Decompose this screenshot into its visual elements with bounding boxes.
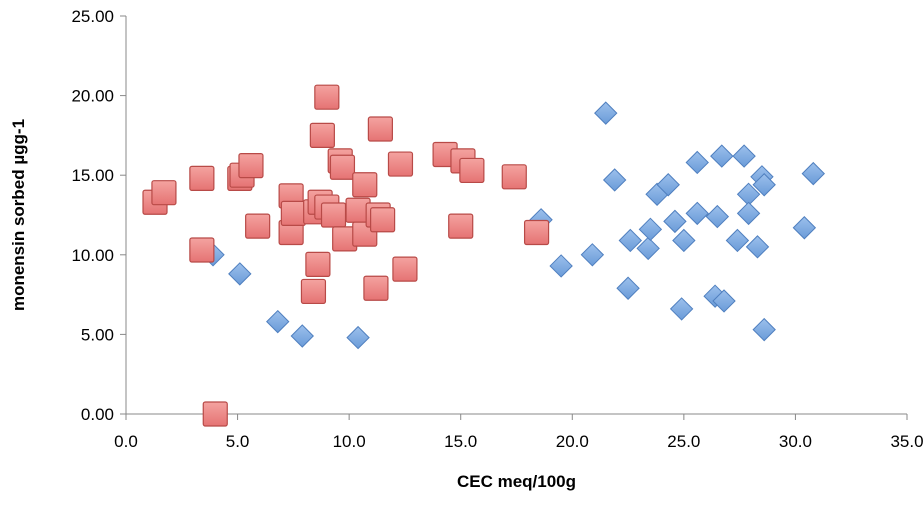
y-tick-label: 5.00 bbox=[81, 325, 114, 344]
data-point-square bbox=[151, 180, 177, 206]
data-point-square bbox=[238, 153, 264, 179]
data-point-diamond bbox=[725, 228, 750, 253]
data-point-square bbox=[300, 278, 327, 305]
y-tick-label: 10.00 bbox=[71, 246, 114, 265]
data-point-square bbox=[523, 219, 550, 246]
data-point-square bbox=[352, 172, 378, 198]
data-point-square bbox=[363, 275, 389, 301]
x-tick-label: 35.0 bbox=[890, 432, 923, 451]
data-point-diamond bbox=[752, 173, 776, 197]
y-axis-title: monensin sorbed µgg-1 bbox=[9, 119, 28, 311]
y-tick-label: 0.00 bbox=[81, 405, 114, 424]
x-tick-label: 15.0 bbox=[444, 432, 477, 451]
data-point-square bbox=[309, 122, 335, 149]
data-point-square bbox=[320, 202, 347, 228]
x-tick-label: 30.0 bbox=[779, 432, 812, 451]
data-point-square bbox=[448, 213, 474, 239]
data-point-diamond bbox=[636, 236, 660, 261]
data-point-square bbox=[387, 151, 414, 177]
x-tick-label: 10.0 bbox=[333, 432, 366, 451]
data-point-diamond bbox=[346, 325, 370, 350]
data-point-diamond bbox=[228, 262, 252, 286]
data-point-diamond bbox=[710, 144, 734, 168]
data-point-diamond bbox=[712, 289, 736, 313]
x-tick-label: 20.0 bbox=[556, 432, 589, 451]
data-point-diamond bbox=[290, 324, 314, 348]
x-tick-label: 5.0 bbox=[226, 432, 250, 451]
data-point-square bbox=[367, 116, 393, 142]
data-point-diamond bbox=[656, 173, 680, 197]
data-point-square bbox=[370, 207, 396, 233]
data-point-diamond bbox=[669, 297, 694, 321]
data-point-diamond bbox=[549, 254, 573, 278]
data-point-diamond bbox=[685, 150, 709, 175]
data-point-square bbox=[329, 154, 356, 180]
data-point-square bbox=[392, 256, 418, 282]
data-point-diamond bbox=[745, 235, 770, 259]
data-point-diamond bbox=[663, 209, 687, 234]
data-point-diamond bbox=[752, 317, 776, 342]
data-point-square bbox=[189, 237, 215, 263]
data-point-square bbox=[189, 165, 215, 191]
axes bbox=[120, 15, 908, 420]
data-point-diamond bbox=[616, 276, 640, 300]
y-tick-label: 20.00 bbox=[71, 87, 114, 106]
tick-labels: 0.00 5.00 10.00 15.00 20.00 25.00 0.0 5.0 10.0 15… bbox=[71, 7, 923, 451]
data-point-square bbox=[459, 157, 485, 184]
data-point-square bbox=[202, 401, 228, 427]
x-tick-label: 25.0 bbox=[667, 432, 700, 451]
data-point-square bbox=[305, 251, 331, 277]
data-point-diamond bbox=[638, 217, 663, 242]
data-point-square bbox=[314, 84, 340, 110]
data-point-diamond bbox=[266, 309, 290, 334]
y-tick-label: 25.00 bbox=[71, 7, 114, 26]
x-axis-title: CEC meq/100g bbox=[457, 472, 576, 491]
data-point-diamond bbox=[594, 101, 618, 125]
data-point-diamond bbox=[580, 243, 605, 267]
data-point-square bbox=[501, 164, 527, 190]
data-point-diamond bbox=[801, 161, 825, 186]
data-point-diamond bbox=[618, 228, 643, 253]
data-point-diamond bbox=[602, 168, 627, 192]
data-point-diamond bbox=[736, 201, 761, 226]
data-point-diamond bbox=[672, 228, 696, 253]
y-tick-label: 15.00 bbox=[71, 166, 114, 185]
data-point-diamond bbox=[685, 201, 709, 226]
data-point-diamond bbox=[792, 216, 817, 240]
data-point-diamond bbox=[732, 144, 756, 168]
data-point-square bbox=[280, 200, 306, 227]
x-tick-label: 0.0 bbox=[114, 432, 138, 451]
data-points bbox=[142, 84, 825, 427]
data-point-diamond bbox=[705, 204, 730, 229]
data-point-square bbox=[245, 213, 271, 239]
